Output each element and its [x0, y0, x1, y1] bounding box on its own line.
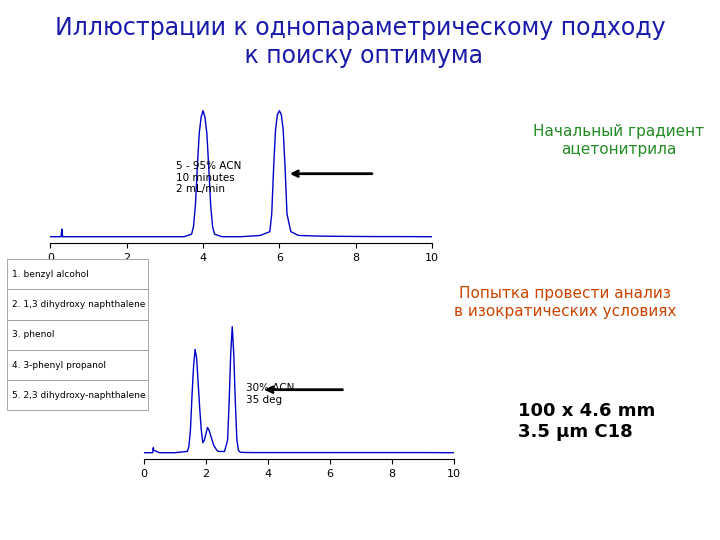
Text: 1. benzyl alcohol: 1. benzyl alcohol	[12, 270, 89, 279]
Text: 30% ACN
35 deg: 30% ACN 35 deg	[246, 383, 294, 405]
Text: 4. 3-phenyl propanol: 4. 3-phenyl propanol	[12, 361, 107, 369]
Text: 100 x 4.6 mm
3.5 μm C18: 100 x 4.6 mm 3.5 μm C18	[518, 402, 656, 441]
Text: Иллюстрации к однопараметрическому подходу
 к поиску оптимума: Иллюстрации к однопараметрическому подхо…	[55, 16, 665, 68]
Text: 2. 1,3 dihydroxy naphthalene: 2. 1,3 dihydroxy naphthalene	[12, 300, 145, 309]
Text: 5. 2,3 dihydroxy-naphthalene: 5. 2,3 dihydroxy-naphthalene	[12, 391, 146, 400]
Text: Попытка провести анализ
в изократических условиях: Попытка провести анализ в изократических…	[454, 286, 676, 319]
Text: Начальный градиент
ацетонитрила: Начальный градиент ацетонитрила	[533, 124, 704, 157]
Text: 3. phenol: 3. phenol	[12, 330, 55, 339]
Text: 5 - 95% ACN
10 minutes
2 mL/min: 5 - 95% ACN 10 minutes 2 mL/min	[176, 161, 242, 194]
